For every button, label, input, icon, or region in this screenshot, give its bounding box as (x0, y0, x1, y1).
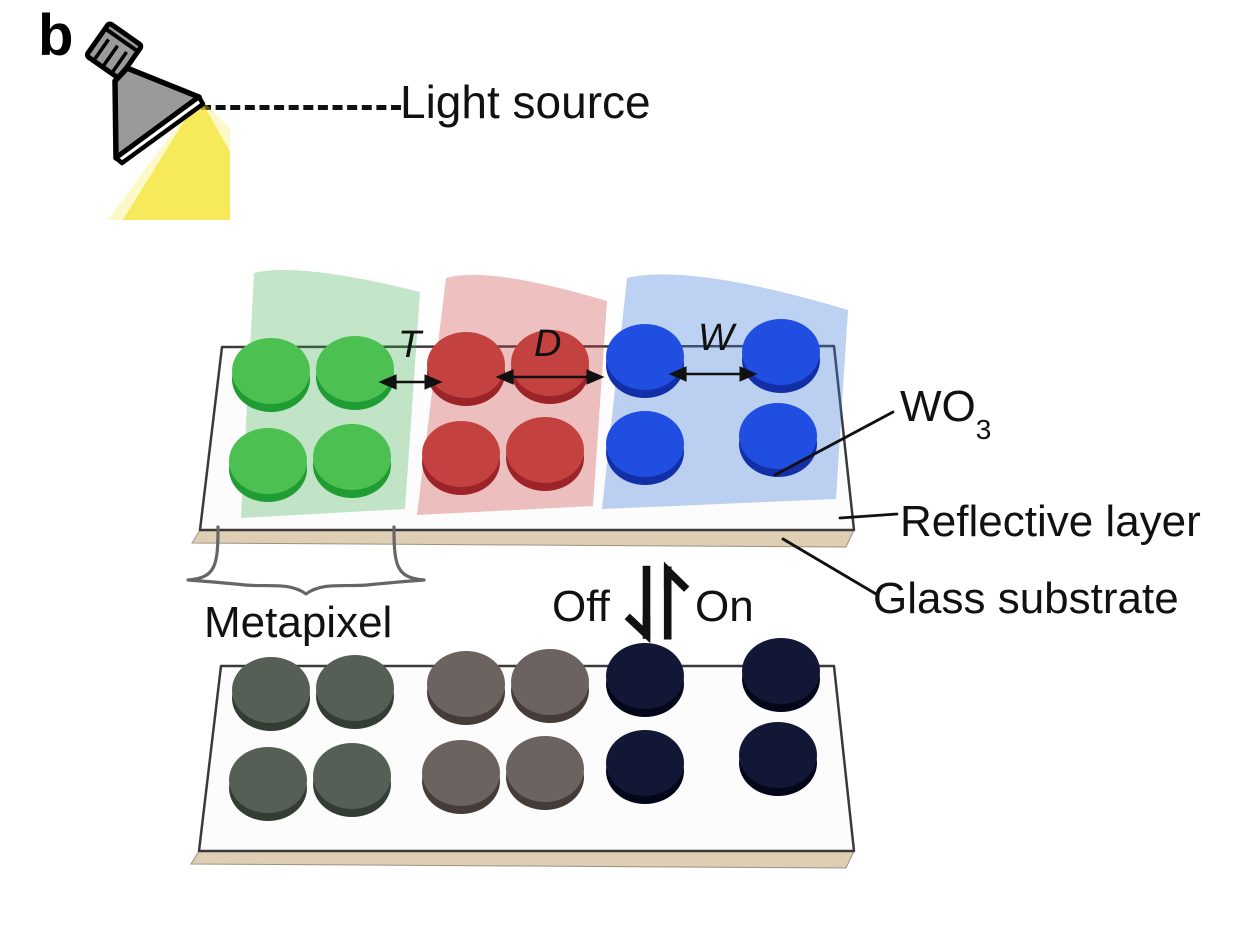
svg-text:W: W (698, 317, 737, 359)
svg-text:D: D (534, 323, 561, 365)
svg-text:T: T (398, 324, 424, 366)
